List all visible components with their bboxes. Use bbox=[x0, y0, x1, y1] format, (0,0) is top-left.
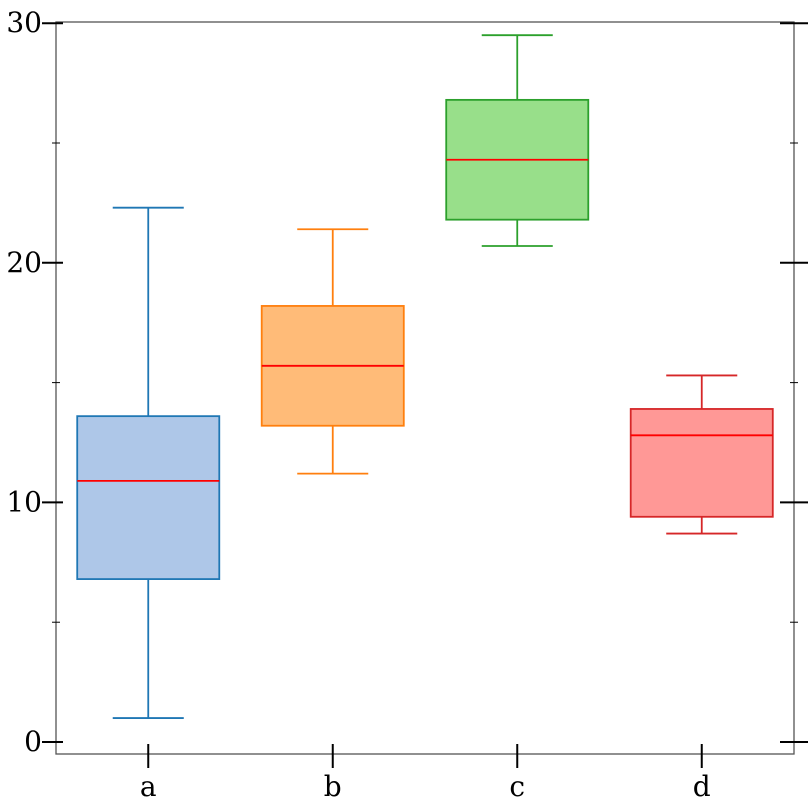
axis-ticks bbox=[42, 22, 808, 768]
box-series bbox=[76, 34, 774, 719]
x-tick-label: c bbox=[509, 770, 525, 803]
box-a bbox=[76, 206, 221, 719]
plot-frame bbox=[55, 21, 795, 755]
y-tick-label: 20 bbox=[6, 246, 42, 279]
box-b bbox=[260, 228, 405, 475]
x-tick-label: a bbox=[140, 770, 157, 803]
y-tick-label: 30 bbox=[6, 6, 42, 39]
y-tick-label: 0 bbox=[24, 725, 42, 758]
box-c bbox=[445, 34, 590, 247]
x-tick-label: b bbox=[324, 770, 342, 803]
box-iqr bbox=[629, 408, 774, 518]
x-tick-label: d bbox=[693, 770, 711, 803]
box-iqr bbox=[76, 415, 221, 580]
y-tick-label: 10 bbox=[6, 485, 42, 518]
tick-labels: 0 10 20 30 a b c d bbox=[6, 6, 710, 803]
box-d bbox=[629, 374, 774, 535]
